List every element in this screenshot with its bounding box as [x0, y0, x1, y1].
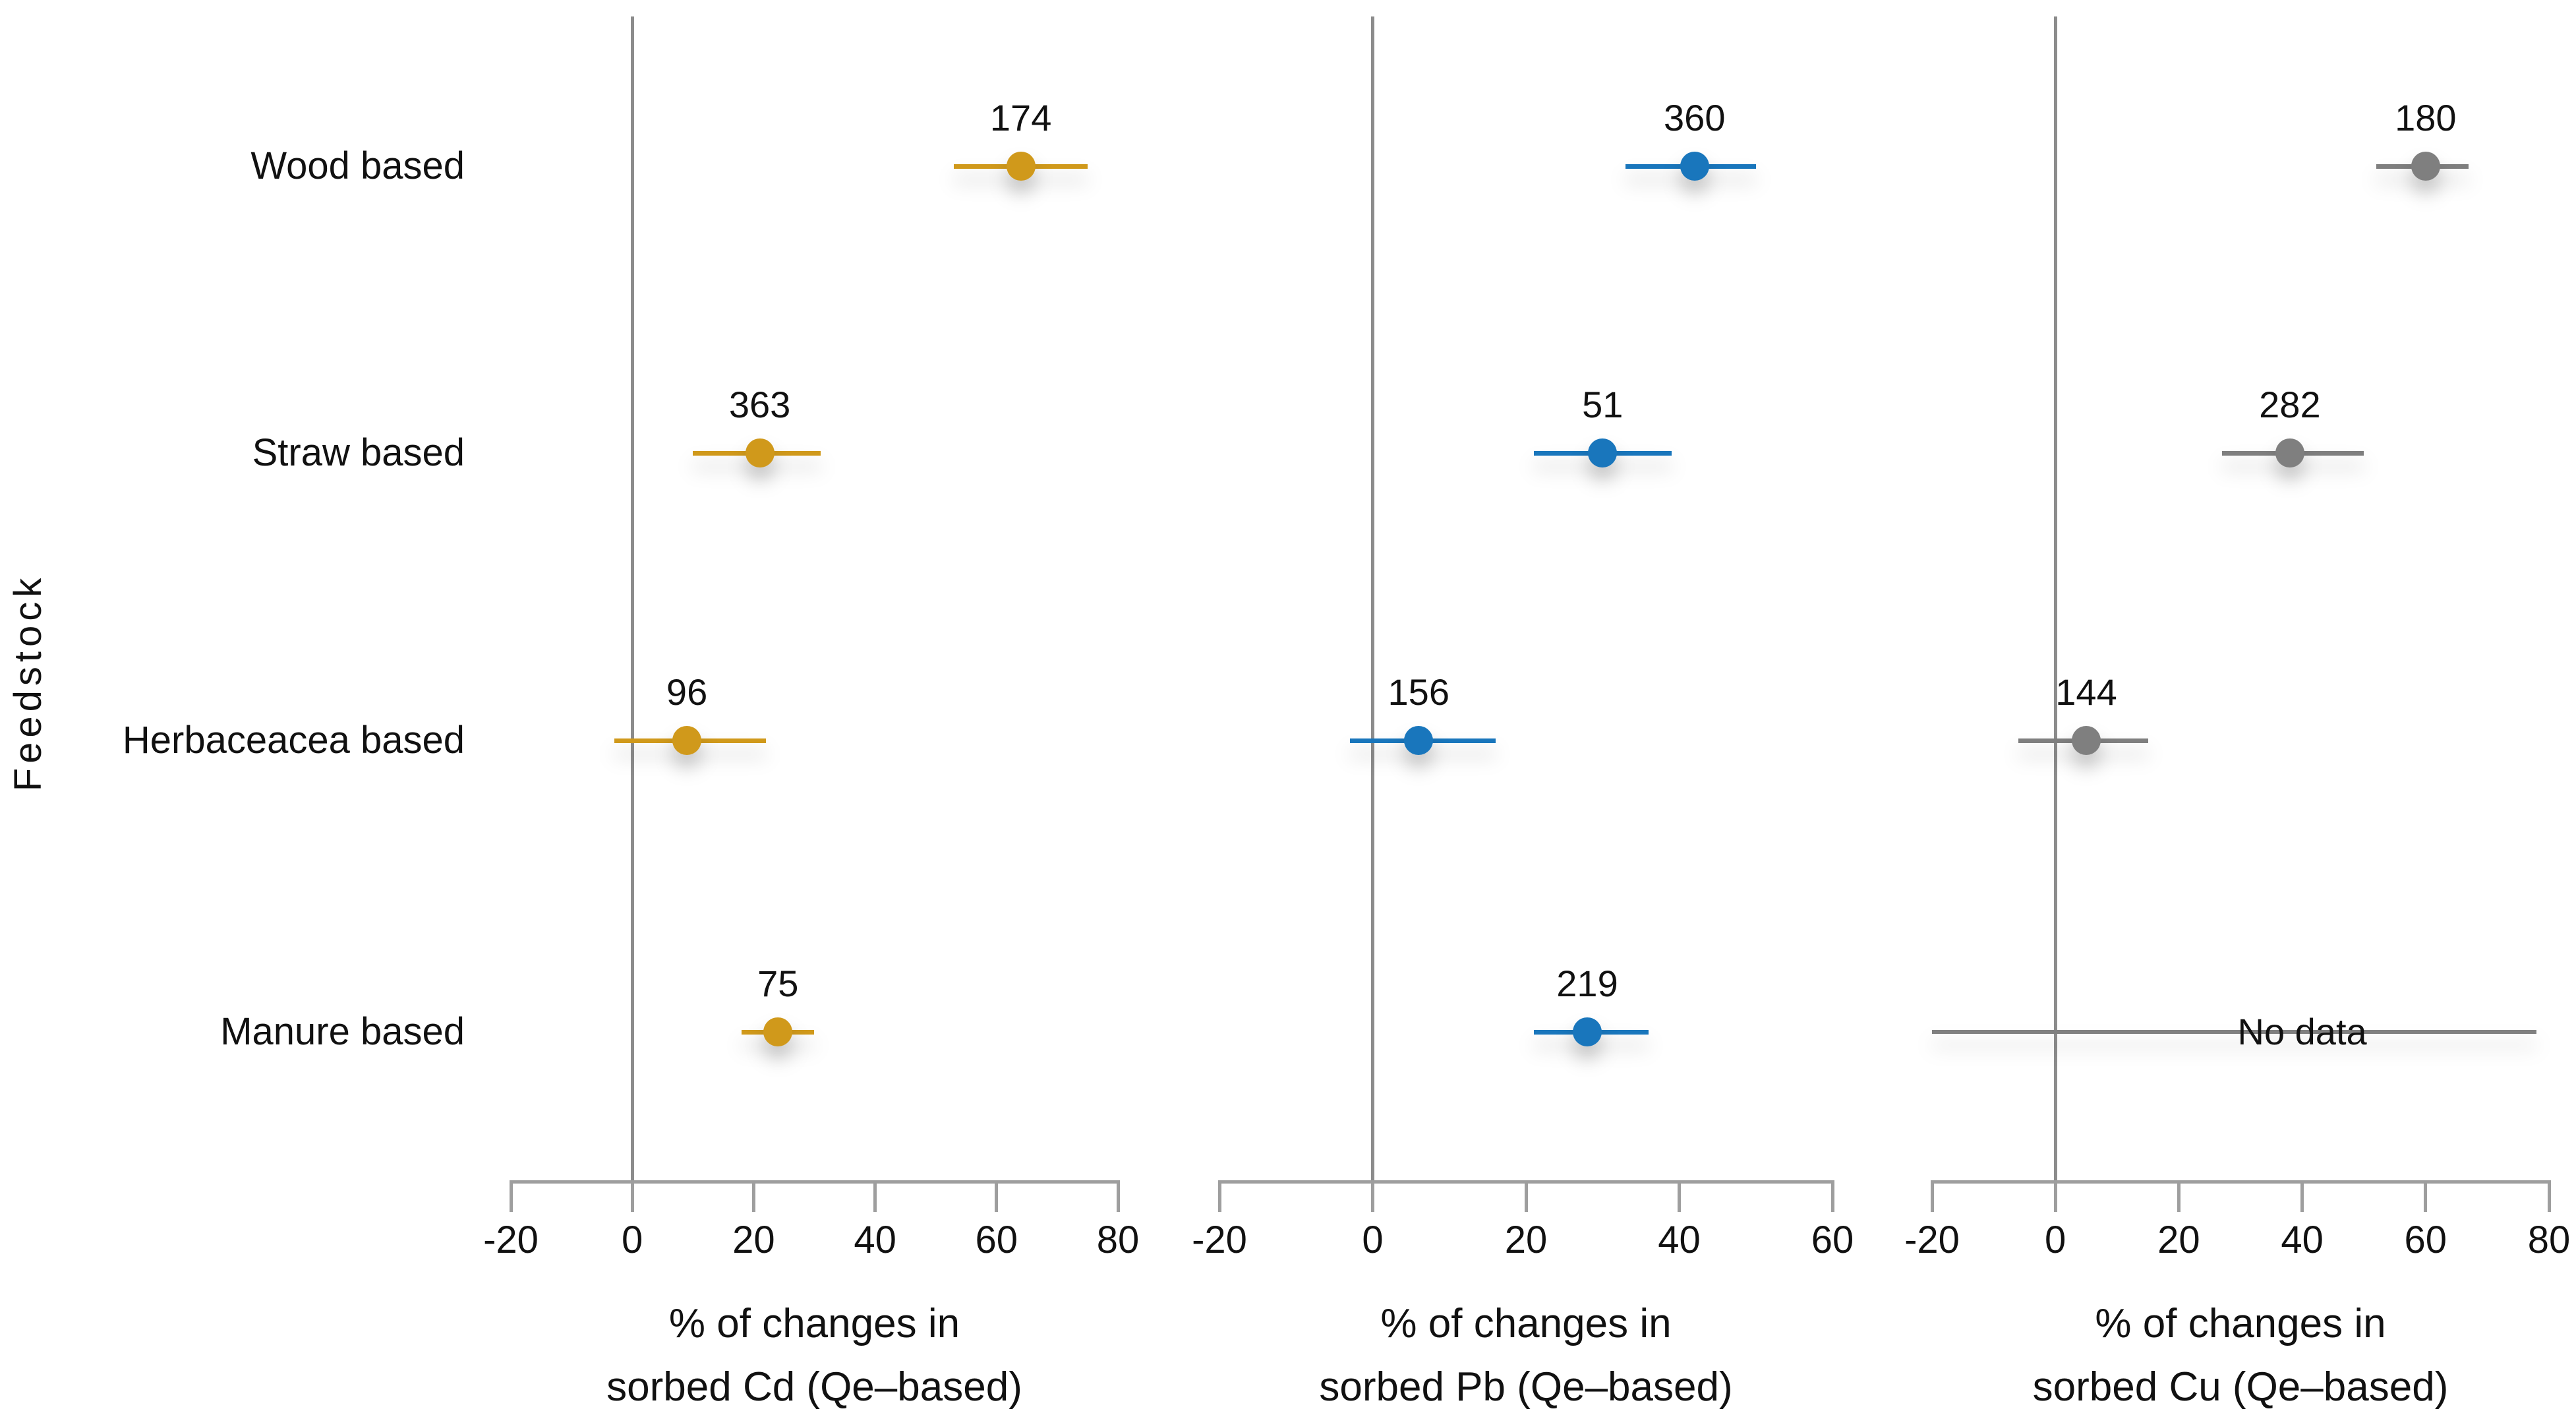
x-axis-tick [751, 1180, 755, 1212]
category-label: Manure based [220, 1010, 465, 1053]
data-point-count-label: 360 [1664, 97, 1726, 138]
data-point-marker [2072, 726, 2101, 755]
x-axis-tick-label: 80 [2527, 1219, 2571, 1261]
data-point-count-label: 144 [2055, 671, 2117, 713]
x-axis-tick-label: 0 [622, 1219, 643, 1261]
x-axis-line [1931, 1180, 2551, 1184]
x-axis-tick [2053, 1180, 2057, 1212]
data-point-count-label: 180 [2395, 97, 2457, 138]
x-axis-tick-label: 20 [1504, 1219, 1548, 1261]
x-axis-title: % of changes in [668, 1301, 960, 1346]
data-point-count-label: 219 [1556, 963, 1618, 1004]
data-point-count-label: 174 [989, 97, 1052, 138]
x-axis-tick-label: 60 [2404, 1219, 2447, 1261]
data-point-count-label: 363 [728, 384, 791, 425]
no-data-line [1932, 1030, 2537, 1034]
data-point-count-label: 75 [757, 963, 799, 1004]
x-axis-title: sorbed Pb (Qe–based) [1319, 1364, 1733, 1410]
x-axis-tick-label: -20 [483, 1219, 539, 1261]
x-axis-tick [1116, 1180, 1120, 1212]
x-axis-tick-label: 40 [2281, 1219, 2324, 1261]
x-axis-tick [1524, 1180, 1528, 1212]
data-point-marker [1006, 152, 1036, 181]
x-axis-tick-label: 0 [1362, 1219, 1384, 1261]
data-point-marker [2411, 152, 2440, 181]
zero-reference-line [1371, 16, 1374, 1212]
x-axis-tick [1371, 1180, 1374, 1212]
data-point-marker [1573, 1017, 1602, 1046]
x-axis-title: % of changes in [1380, 1301, 1672, 1346]
x-axis-tick-label: -20 [1904, 1219, 1960, 1261]
data-point-marker [1404, 726, 1434, 755]
x-axis-tick [1830, 1180, 1834, 1212]
data-point-marker [2275, 438, 2304, 467]
x-axis-title: sorbed Cu (Qe–based) [2032, 1364, 2449, 1410]
x-axis-tick [1930, 1180, 1934, 1212]
x-axis-tick-label: 40 [1658, 1219, 1701, 1261]
x-axis-tick [630, 1180, 634, 1212]
data-point-count-label: 96 [666, 671, 708, 713]
x-axis-tick [1217, 1180, 1221, 1212]
x-axis-tick-label: -20 [1192, 1219, 1247, 1261]
x-axis-tick [2177, 1180, 2181, 1212]
x-axis-tick [1678, 1180, 1681, 1212]
x-axis-tick [995, 1180, 999, 1212]
x-axis-tick [2300, 1180, 2304, 1212]
x-axis-tick-label: 60 [1811, 1219, 1854, 1261]
x-axis-tick-label: 80 [1096, 1219, 1140, 1261]
zero-reference-line [630, 16, 634, 1212]
x-axis-tick [509, 1180, 513, 1212]
data-point-marker [1680, 152, 1709, 181]
category-label: Straw based [252, 431, 465, 474]
y-axis-title: Feedstock [7, 573, 49, 792]
x-axis-tick-label: 20 [2157, 1219, 2200, 1261]
data-point-marker [672, 726, 702, 755]
x-axis-tick [2547, 1180, 2551, 1212]
data-point-count-label: 282 [2259, 384, 2321, 425]
zero-reference-line [2053, 16, 2057, 1212]
x-axis-tick-label: 40 [854, 1219, 896, 1261]
data-point-marker [763, 1017, 793, 1046]
data-point-marker [1588, 438, 1618, 467]
x-axis-tick [873, 1180, 877, 1212]
data-point-count-label: 51 [1582, 384, 1624, 425]
data-point-count-label: 156 [1388, 671, 1449, 713]
x-axis-tick [2424, 1180, 2428, 1212]
x-axis-title: % of changes in [2095, 1301, 2386, 1346]
category-label: Wood based [250, 144, 465, 187]
no-data-label: No data [2237, 1011, 2367, 1052]
x-axis-line [510, 1180, 1120, 1184]
x-axis-tick-label: 0 [2045, 1219, 2066, 1261]
category-label: Herbaceacea based [122, 719, 465, 762]
data-point-marker [745, 438, 775, 467]
x-axis-tick-label: 60 [975, 1219, 1018, 1261]
x-axis-title: sorbed Cd (Qe–based) [606, 1364, 1022, 1410]
x-axis-tick-label: 20 [732, 1219, 775, 1261]
